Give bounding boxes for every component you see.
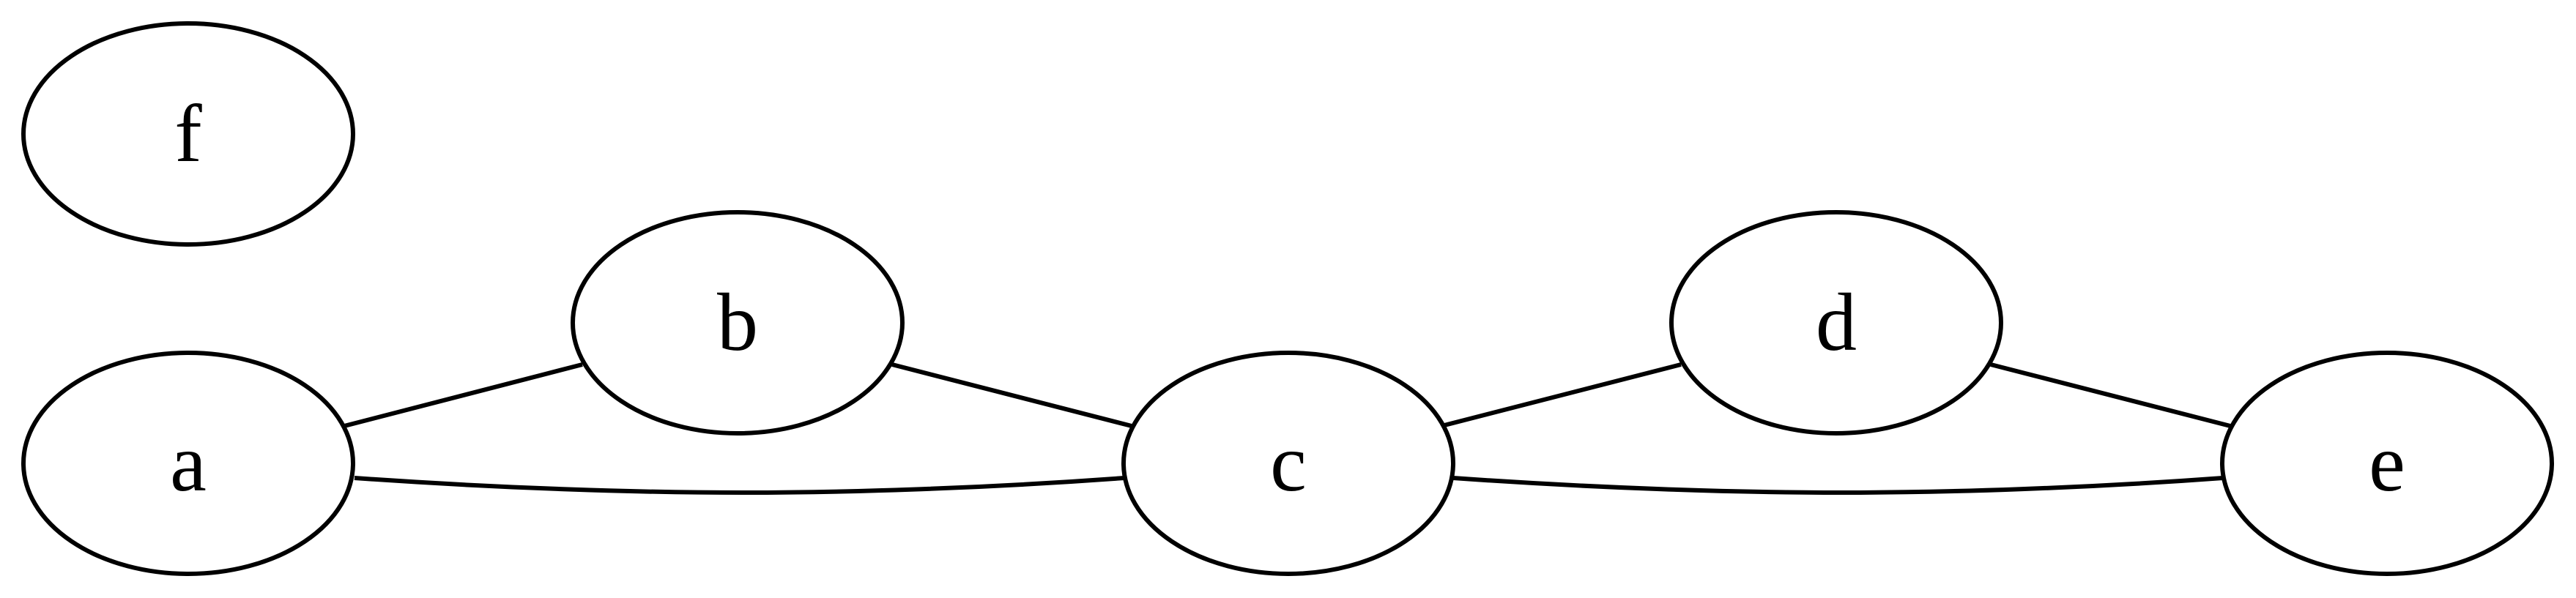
graph-node-b[interactable]: b [571, 210, 905, 436]
node-layer: f b d a c e [21, 21, 2554, 576]
edge-a-c [354, 476, 1125, 496]
graph-node-d[interactable]: d [1669, 210, 2003, 436]
node-f-ellipse [21, 21, 355, 247]
edge-d-e [1990, 362, 2231, 428]
node-c-label: c [1270, 418, 1307, 509]
graph-node-f[interactable]: f [21, 21, 355, 247]
node-c-ellipse [1121, 351, 1455, 576]
node-e-ellipse [2220, 351, 2554, 576]
edge-layer [344, 362, 2231, 496]
graph-node-a[interactable]: a [21, 351, 355, 576]
node-a-label: a [170, 418, 207, 509]
node-a-ellipse [21, 351, 355, 576]
node-d-ellipse [1669, 210, 2003, 436]
edge-c-d [1441, 362, 1682, 428]
graph-node-c[interactable]: c [1121, 351, 1455, 576]
edge-a-b [344, 362, 583, 428]
edge-b-c [891, 362, 1132, 428]
node-b-label: b [717, 277, 758, 368]
node-e-label: e [2369, 418, 2405, 509]
node-b-ellipse [571, 210, 905, 436]
edge-c-e [1452, 476, 2224, 496]
node-f-label: f [174, 89, 202, 179]
node-d-label: d [1816, 277, 1857, 368]
graph-node-e[interactable]: e [2220, 351, 2554, 576]
